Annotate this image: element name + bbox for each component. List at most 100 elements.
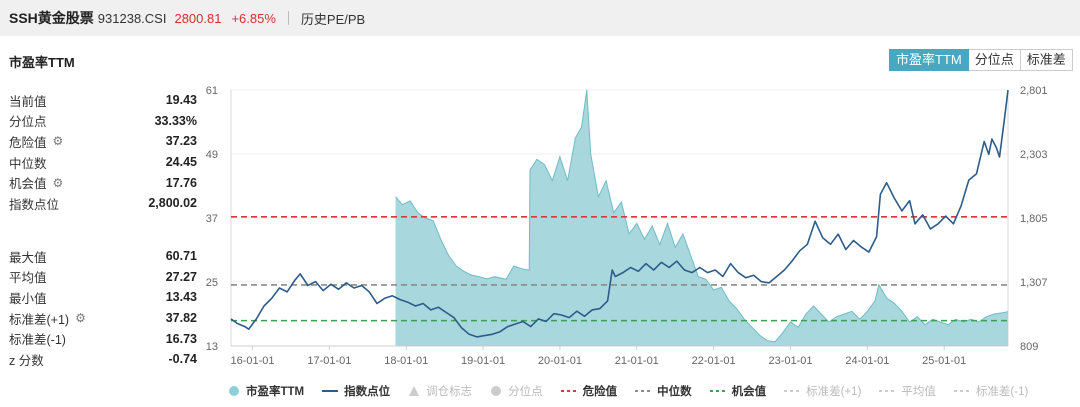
stat-label-wrap: 指数点位 — [9, 194, 59, 213]
percentile-button[interactable]: 分位点 — [968, 49, 1021, 71]
pe-chart: 13 25 37 49 61 809 1,307 1,805 2,303 2,801 16-01-0… — [206, 85, 1048, 367]
y-right-tick-label: 2,801 — [1020, 85, 1048, 97]
y-right-tick-label: 1,805 — [1020, 213, 1048, 225]
stat-row: 当前值 19.43 — [9, 90, 197, 111]
stat-row: 指数点位 2,800.02 — [9, 193, 197, 214]
legend-dash-icon — [784, 386, 801, 396]
legend-item[interactable]: 中位数 — [635, 383, 692, 399]
stat-value: 13.43 — [165, 290, 197, 305]
stat-label: 危险值 — [9, 135, 47, 150]
stat-label: 中位数 — [9, 156, 47, 171]
stat-label-wrap: z 分数 — [9, 350, 44, 369]
stat-value: 17.76 — [165, 175, 197, 190]
stat-value: 24.45 — [165, 155, 197, 170]
legend-dash-icon — [635, 386, 652, 396]
stat-label: 平均值 — [9, 271, 47, 286]
stat-label-wrap: 平均值 — [9, 267, 47, 286]
pe-ttm-outline — [395, 89, 1009, 343]
pe-ttm-area — [395, 90, 1008, 346]
stat-value: 16.73 — [165, 331, 197, 346]
x-tick-label: 23-01-01 — [768, 355, 812, 367]
stat-value: 60.71 — [165, 249, 197, 264]
stat-value: 2,800.02 — [148, 196, 197, 211]
stat-label-wrap: 分位点 — [9, 111, 47, 130]
legend-dash-icon — [560, 386, 577, 396]
gear-icon[interactable]: ⚙ — [75, 311, 86, 326]
legend-label: 调仓标志 — [426, 386, 473, 398]
stat-row: 最小值 13.43 — [9, 287, 197, 308]
legend-dash-icon — [709, 386, 726, 396]
stat-row: 危险值 ⚙ 37.23 — [9, 131, 197, 152]
x-tick-label: 16-01-01 — [230, 355, 274, 367]
y-left-tick-label: 25 — [206, 277, 218, 289]
legend-item[interactable]: 平均值 — [879, 383, 936, 399]
legend-dash-icon — [953, 386, 970, 396]
legend-item[interactable]: 危险值 — [560, 383, 618, 399]
stat-label: 标准差(-1) — [9, 333, 66, 348]
stat-value: 37.23 — [165, 134, 197, 149]
legend-label: 机会值 — [731, 386, 767, 398]
stats-panel-top: 当前值 19.43 分位点 33.33% 危险值 ⚙ 37.23 中位数 24.45 机会值 ⚙ 17… — [9, 90, 197, 214]
y-right-tick-label: 1,307 — [1020, 277, 1048, 289]
stat-row: 标准差(+1) ⚙ 37.82 — [9, 308, 197, 329]
stats-panel-bottom: 最大值 60.71 平均值 27.27 最小值 13.43 标准差(+1) ⚙ 37.82 标准差… — [9, 246, 197, 370]
index-name: SSH黄金股票 — [9, 10, 94, 26]
stat-value: 37.82 — [165, 311, 197, 326]
stat-value: 33.33% — [154, 113, 197, 128]
legend-item[interactable]: 分位点 — [490, 383, 543, 399]
gear-icon[interactable]: ⚙ — [52, 175, 64, 190]
std-dev-button[interactable]: 标准差 — [1020, 49, 1073, 71]
stat-label-wrap: 中位数 — [9, 153, 47, 172]
stat-row: 中位数 24.45 — [9, 152, 197, 173]
y-right-tick-label: 2,303 — [1020, 149, 1048, 161]
x-tick-label: 25-01-01 — [922, 355, 966, 367]
chart-legend: 市盈率TTM 指数点位 调仓标志 分位点 危险值 中位数 机会值 标准差(+1) 平均值 标准差(… — [228, 383, 1046, 399]
stat-label: 标准差(+1) — [9, 312, 70, 327]
legend-item[interactable]: 标准差(-1) — [953, 383, 1029, 399]
index-change: +6.85% — [231, 10, 276, 26]
stat-row: 标准差(-1) 16.73 — [9, 328, 197, 349]
legend-label: 标准差(-1) — [975, 386, 1029, 398]
legend-triangle-icon — [408, 385, 420, 397]
y-left-tick-label: 61 — [206, 85, 218, 97]
stat-row: 机会值 ⚙ 17.76 — [9, 172, 197, 193]
metric-button-group: 市盈率TTM 分位点 标准差 — [889, 49, 1073, 71]
index-code: 931238.CSI — [97, 10, 167, 26]
x-tick-label: 18-01-01 — [384, 355, 428, 367]
legend-circle-icon — [490, 385, 502, 397]
x-tick-label: 21-01-01 — [615, 355, 659, 367]
legend-item[interactable]: 机会值 — [709, 383, 767, 399]
legend-item[interactable]: 标准差(+1) — [784, 383, 861, 399]
legend-item[interactable]: 指数点位 — [322, 383, 390, 399]
x-tick-label: 19-01-01 — [461, 355, 505, 367]
index-price: 2800.81 — [174, 10, 222, 26]
stat-label-wrap: 标准差(+1) ⚙ — [9, 309, 86, 328]
pe-ttm-button[interactable]: 市盈率TTM — [889, 49, 969, 71]
legend-line-icon — [322, 386, 339, 396]
tab-history-pe-pb[interactable]: 历史PE/PB — [300, 11, 366, 27]
legend-label: 危险值 — [582, 386, 618, 398]
stat-value: 27.27 — [165, 269, 197, 284]
x-tick-label: 22-01-01 — [692, 355, 736, 367]
legend-item[interactable]: 市盈率TTM — [228, 383, 304, 399]
stat-label: 当前值 — [9, 94, 47, 109]
legend-label: 平均值 — [901, 386, 936, 398]
stat-value: 19.43 — [165, 93, 197, 108]
stat-label: 机会值 — [9, 177, 47, 192]
stat-label-wrap: 危险值 ⚙ — [9, 132, 63, 151]
legend-label: 标准差(+1) — [806, 386, 862, 398]
legend-label: 市盈率TTM — [246, 386, 305, 398]
stat-label: 指数点位 — [9, 197, 60, 212]
stat-row: 最大值 60.71 — [9, 246, 197, 267]
legend-label: 分位点 — [508, 386, 543, 398]
stat-row: 平均值 27.27 — [9, 267, 197, 288]
legend-label: 指数点位 — [344, 386, 391, 398]
y-left-tick-label: 13 — [206, 341, 218, 353]
chart-subtitle: 市盈率TTM — [9, 55, 75, 70]
y-right-tick-label: 809 — [1020, 341, 1038, 353]
gear-icon[interactable]: ⚙ — [52, 134, 64, 149]
y-left-tick-label: 49 — [206, 149, 218, 161]
legend-item[interactable]: 调仓标志 — [408, 383, 472, 399]
legend-label: 中位数 — [657, 386, 692, 398]
stat-label: 最大值 — [9, 250, 47, 265]
